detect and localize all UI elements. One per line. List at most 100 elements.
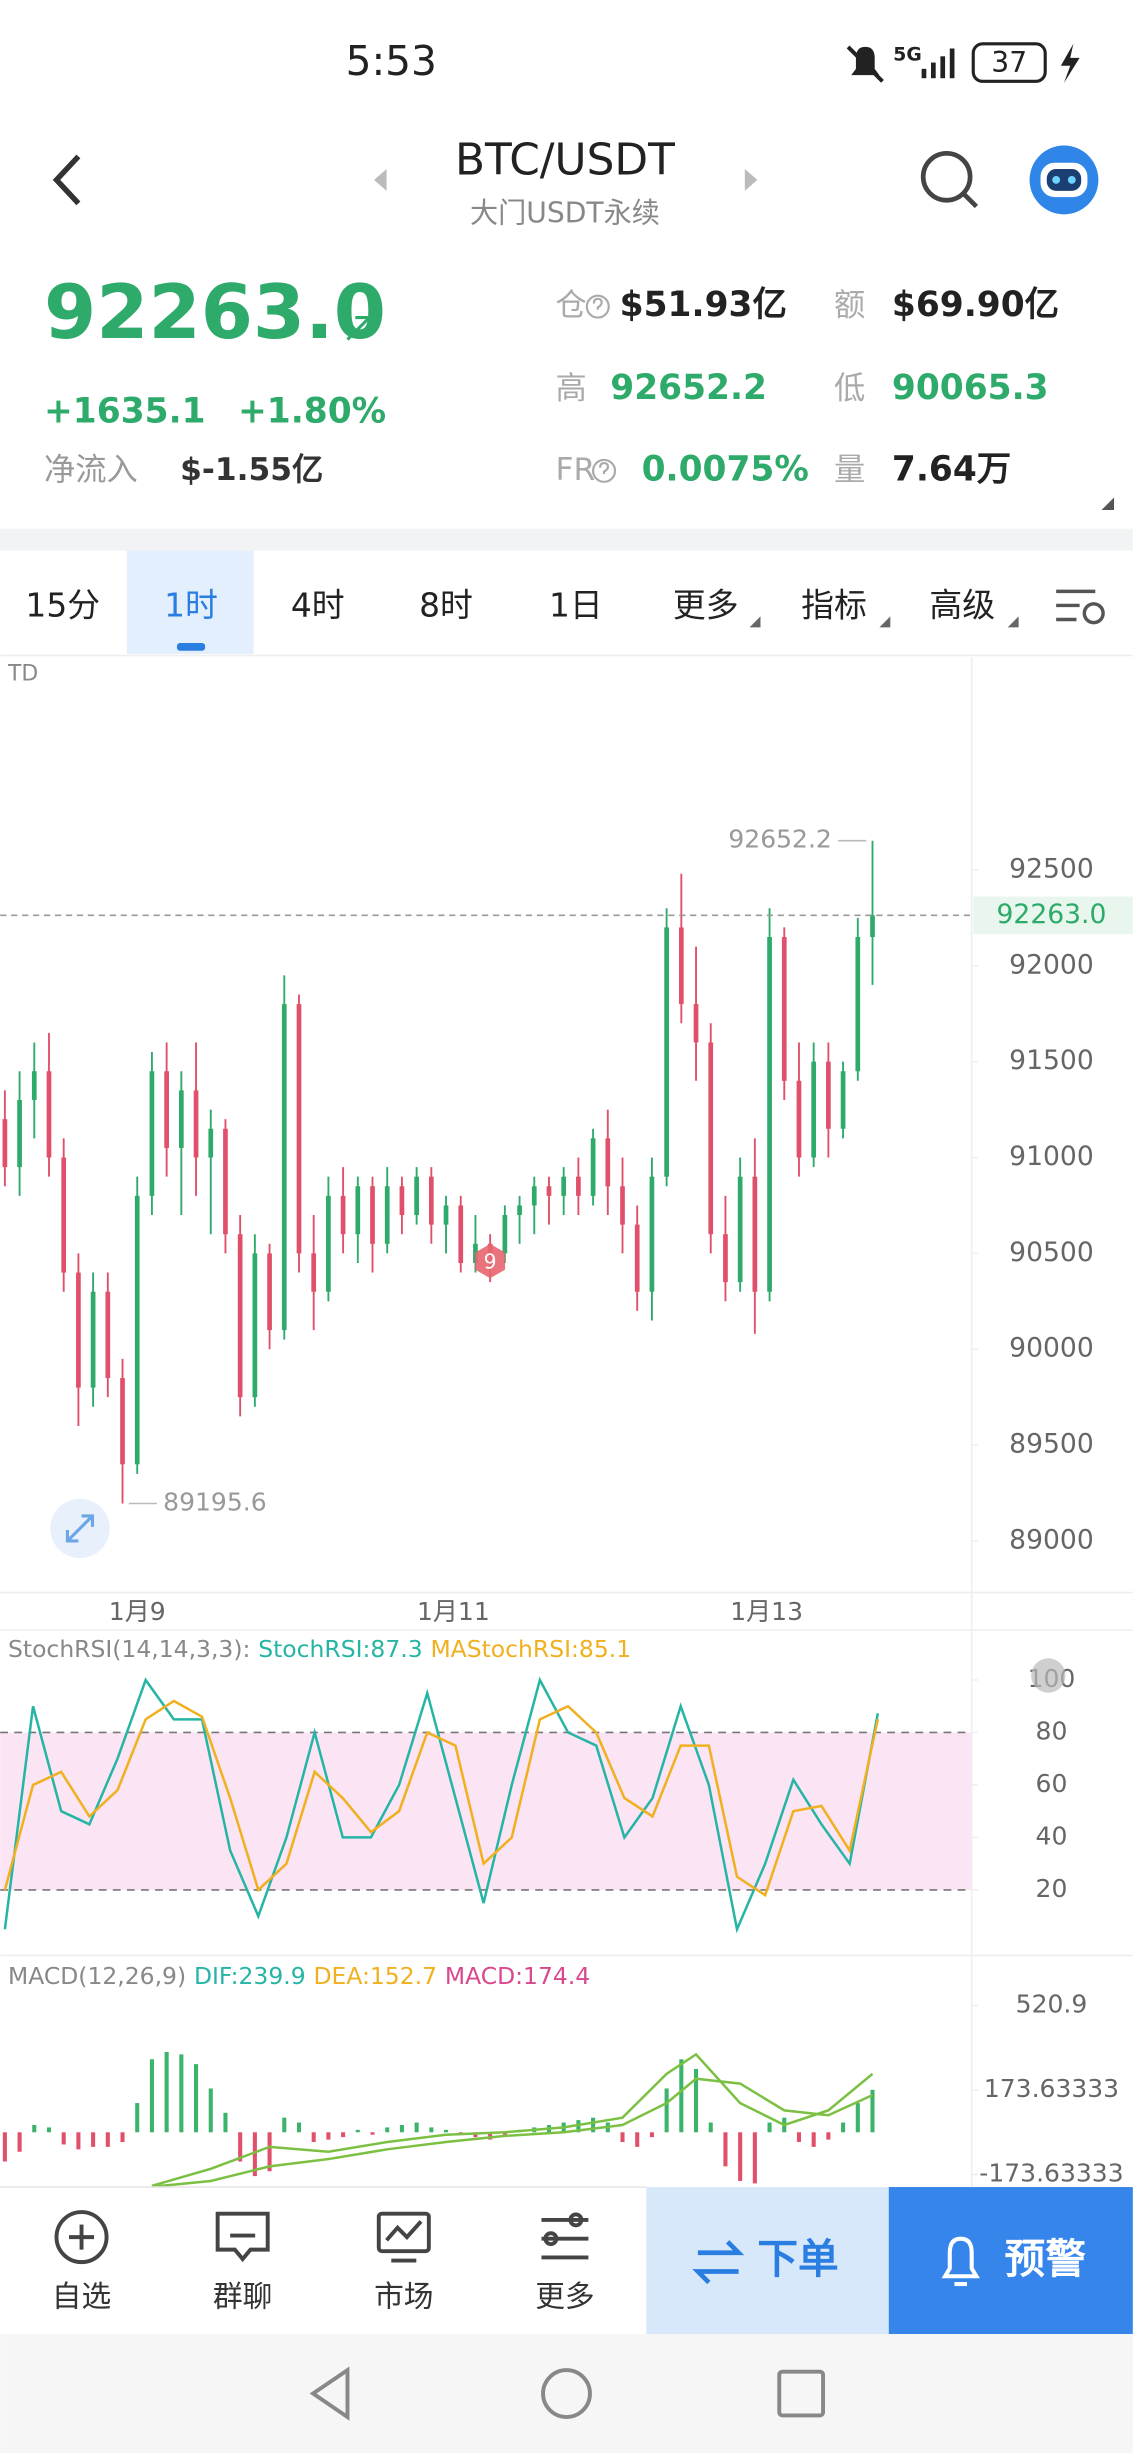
macd-line	[151, 2077, 874, 2188]
candle-body	[414, 1176, 419, 1216]
x-tick-label: 1月9	[109, 1597, 166, 1626]
candle-body	[502, 1215, 508, 1254]
stat-label: 低	[834, 371, 865, 407]
candle-body	[340, 1195, 346, 1235]
stat-label: 仓	[556, 288, 587, 324]
system-nav-buttons[interactable]	[309, 2366, 826, 2421]
candle-body	[517, 1205, 522, 1216]
back-button[interactable]	[52, 154, 81, 206]
candle-body	[561, 1176, 567, 1196]
alert-label[interactable]: 预警	[1005, 2235, 1087, 2283]
macd-bar	[164, 2051, 169, 2133]
info-icon[interactable]	[585, 294, 610, 319]
y-tick-label: 90000	[1009, 1333, 1094, 1364]
legend-entry: MAStochRSI:85.1	[430, 1635, 631, 1663]
interval-tab[interactable]: 1时	[164, 586, 218, 624]
chart-settings-button[interactable]	[1056, 589, 1105, 625]
interval-tab[interactable]: 4时	[291, 586, 345, 624]
nav-item[interactable]: 更多	[535, 2280, 594, 2315]
candle-body	[678, 927, 684, 1005]
macd-bar	[385, 2127, 390, 2133]
macd-bar	[870, 2089, 875, 2133]
candle-body	[61, 1157, 67, 1273]
alert-button[interactable]	[888, 2187, 1133, 2335]
order-button[interactable]	[646, 2187, 889, 2335]
assistant-avatar[interactable]	[1029, 145, 1099, 215]
candle-body	[296, 1004, 302, 1254]
macd-bar	[223, 2112, 228, 2133]
candle-body	[870, 915, 875, 937]
interval-tab[interactable]: 指标	[801, 586, 867, 624]
macd-bar	[238, 2132, 243, 2162]
candle-body	[2, 1119, 8, 1168]
last-price-label: 92263.0	[997, 899, 1107, 930]
macd-bar	[723, 2132, 728, 2167]
y-tick-label: 20	[1036, 1874, 1068, 1903]
next-symbol[interactable]	[744, 168, 758, 191]
indicator-label: TD	[7, 661, 38, 686]
expand-corner[interactable]	[1101, 497, 1115, 510]
fullscreen-button[interactable]	[50, 1498, 110, 1559]
signal-marker	[475, 1243, 506, 1279]
candle-body	[120, 1378, 125, 1465]
battery-icon	[971, 42, 1047, 83]
nav-items: 自选 群聊 市场 更多	[52, 2280, 595, 2315]
macd-bar	[76, 2132, 81, 2150]
net-inflow: $-1.55亿	[180, 452, 323, 488]
legend-entry: MACD(12,26,9)	[8, 1962, 186, 1990]
last-price-tag	[973, 896, 1133, 935]
candle-body	[164, 1071, 169, 1148]
macd-bar	[17, 2132, 22, 2152]
swap-icon	[692, 2240, 745, 2285]
candle-body	[546, 1186, 552, 1196]
x-tick-label: 1月11	[417, 1597, 490, 1626]
candle-body	[443, 1205, 449, 1225]
macd-bar	[664, 2088, 669, 2133]
candle-body	[311, 1253, 317, 1292]
high-label: 92652.2	[728, 825, 831, 854]
macd-bar	[32, 2124, 37, 2133]
search-button[interactable]	[920, 150, 979, 209]
info-icon[interactable]	[591, 458, 617, 483]
separator	[0, 528, 1133, 551]
stat-value: 0.0075%	[642, 449, 809, 489]
macd-bar	[414, 2122, 419, 2133]
y-tick-label: -173.63333	[979, 2159, 1123, 2188]
candle-body	[590, 1138, 596, 1196]
y-tick-label: 90500	[1009, 1237, 1094, 1268]
candle-body	[693, 1004, 699, 1043]
stat-value: 90065.3	[892, 368, 1049, 408]
macd-bar	[282, 2117, 287, 2133]
macd-line	[151, 2052, 874, 2188]
candle-body	[90, 1291, 96, 1388]
interval-tab[interactable]: 1日	[549, 586, 603, 624]
macd-bar	[194, 2064, 199, 2133]
candle-body	[178, 1090, 184, 1148]
interval-tab[interactable]: 更多	[673, 586, 739, 624]
interval-tab[interactable]: 高级	[929, 586, 995, 624]
macd-bar	[341, 2132, 346, 2138]
interval-tab[interactable]: 8时	[419, 586, 473, 624]
interval-tab[interactable]: 15分	[25, 586, 100, 624]
nav-item[interactable]: 自选	[52, 2280, 111, 2315]
y-tick-label: 173.63333	[984, 2074, 1119, 2103]
order-label[interactable]: 下单	[757, 2235, 838, 2283]
candle-body	[237, 1234, 243, 1398]
prev-symbol[interactable]	[374, 168, 387, 191]
nav-item[interactable]: 群聊	[213, 2280, 272, 2315]
mute-icon	[846, 45, 884, 83]
nav-item[interactable]: 市场	[374, 2280, 433, 2315]
touch-indicator	[1031, 1658, 1066, 1693]
candle-body	[428, 1176, 434, 1225]
macd-bar	[708, 2122, 713, 2133]
candle-body	[370, 1186, 375, 1244]
interval-tabs: 15分 1时 4时 8时 1日 更多 指标 高级	[25, 550, 995, 654]
candle-body	[605, 1138, 611, 1187]
candle-body	[46, 1071, 52, 1158]
candle-body	[17, 1099, 22, 1168]
candle-body	[855, 936, 861, 1072]
candle-body	[634, 1224, 640, 1292]
candle-body	[458, 1205, 464, 1263]
